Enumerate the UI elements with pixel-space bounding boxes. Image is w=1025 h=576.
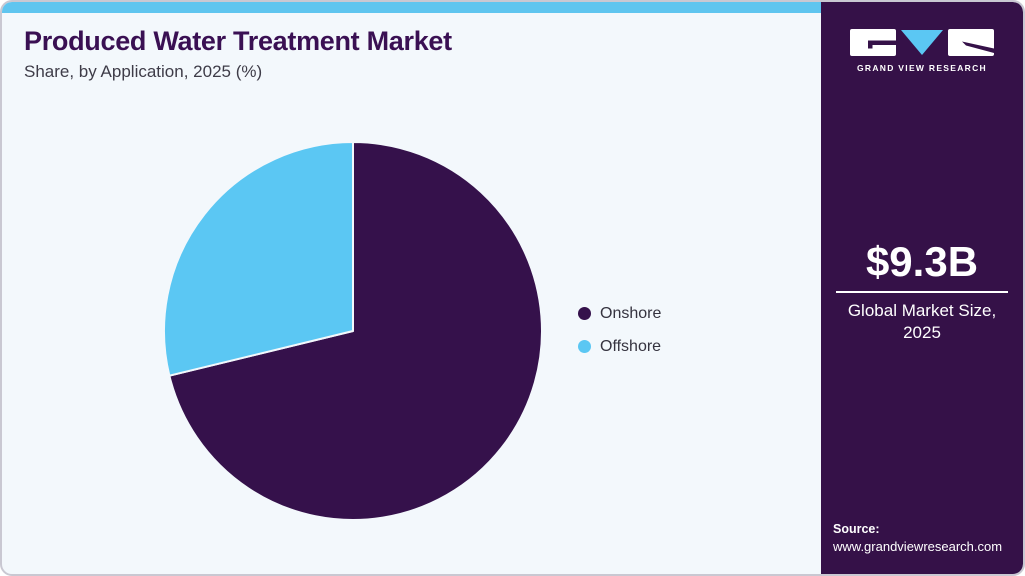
market-size-block: $9.3B Global Market Size, 2025 <box>821 240 1023 344</box>
legend-label-offshore: Offshore <box>600 338 662 355</box>
market-size-divider <box>836 291 1008 293</box>
legend-swatch-offshore <box>578 340 591 353</box>
brand-name: GRAND VIEW RESEARCH <box>856 63 987 73</box>
chart-legend: Onshore Offshore <box>578 304 661 356</box>
page-title: Produced Water Treatment Market <box>24 26 452 56</box>
page-subtitle: Share, by Application, 2025 (%) <box>24 62 263 81</box>
pie-chart <box>162 141 543 521</box>
logo-r-icon <box>948 29 994 56</box>
market-size-label-line2: 2025 <box>903 323 941 342</box>
pie-slice-onshore <box>168 141 543 521</box>
market-size-label-line1: Global Market Size, <box>847 301 997 320</box>
chart-header: Produced Water Treatment Market Share, b… <box>24 26 584 82</box>
source-label: Source: <box>833 522 880 536</box>
legend-item-offshore: Offshore <box>578 337 661 356</box>
top-accent-bar <box>2 2 825 13</box>
legend-item-onshore: Onshore <box>578 304 661 323</box>
gvr-logo-block: GRAND VIEW RESEARCH <box>821 29 1023 73</box>
pie-slice-offshore <box>162 141 354 377</box>
legend-swatch-onshore <box>578 307 591 320</box>
source-url-link[interactable]: www.grandviewresearch.com <box>833 539 1003 554</box>
logo-v-icon <box>901 30 943 55</box>
legend-label-onshore: Onshore <box>600 305 662 322</box>
market-size-label: Global Market Size, 2025 <box>821 300 1023 344</box>
source-block: Source: www.grandviewresearch.com <box>833 521 1002 556</box>
brand-sidebar: GRAND VIEW RESEARCH $9.3B Global Market … <box>821 2 1023 574</box>
market-size-value: $9.3B <box>865 238 979 285</box>
logo-g-icon <box>850 29 896 56</box>
gvr-logo <box>850 29 994 56</box>
